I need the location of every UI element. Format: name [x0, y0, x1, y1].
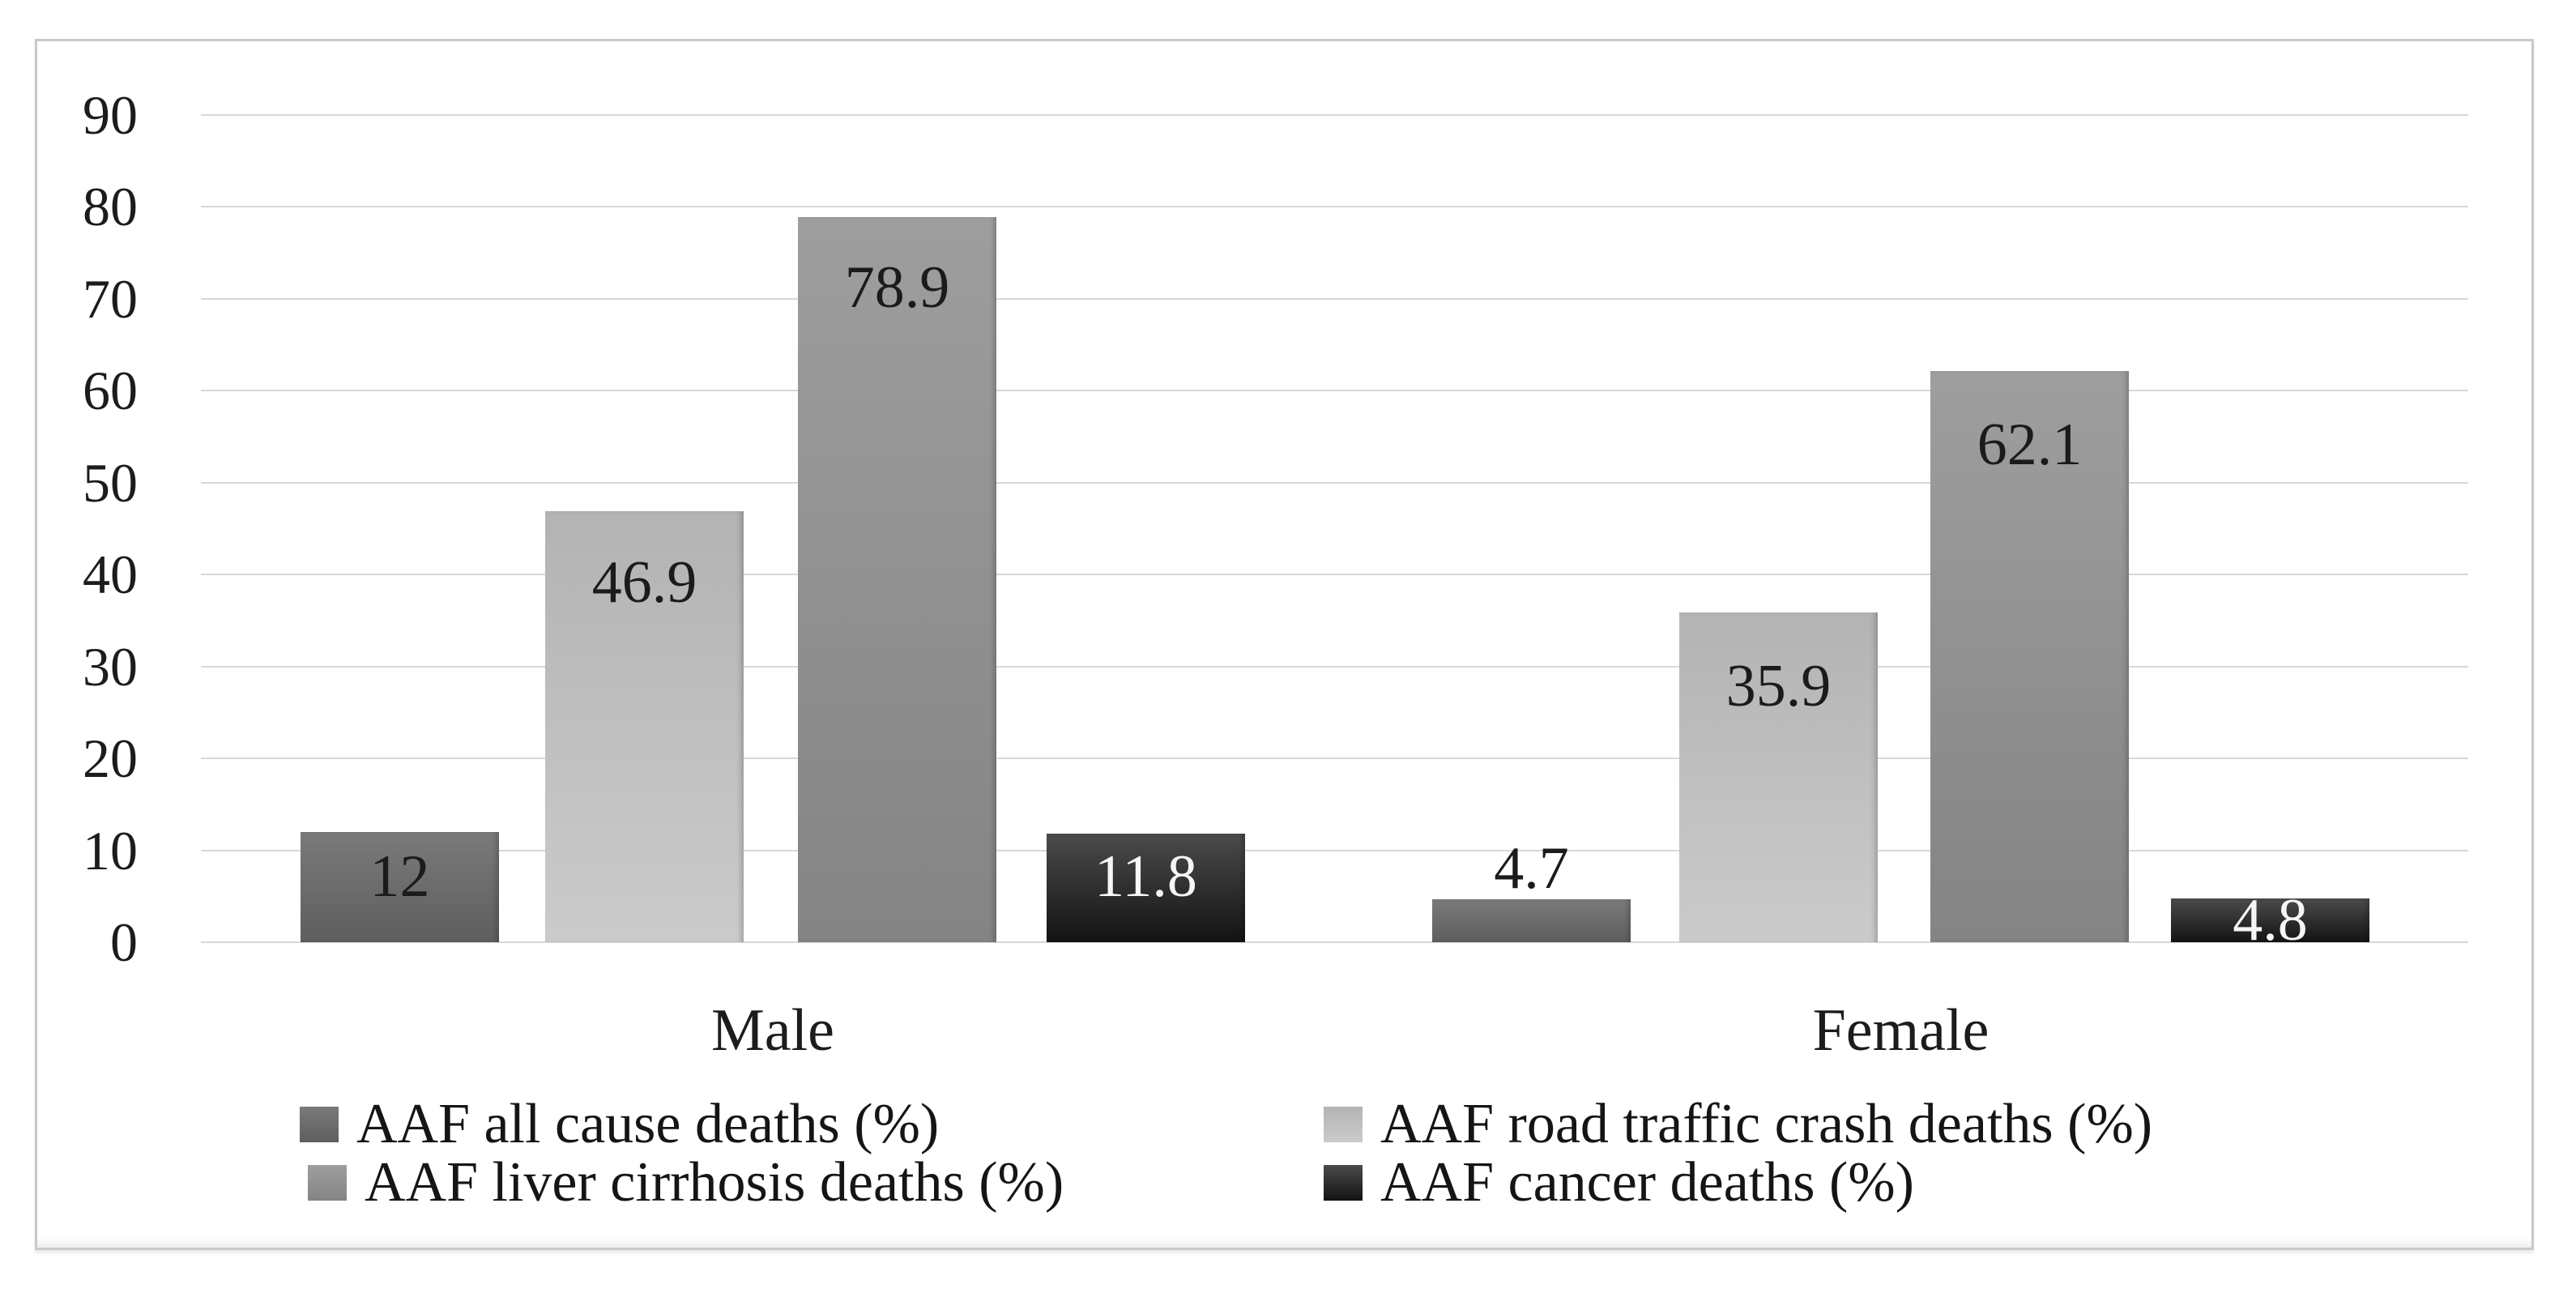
legend-label: AAF all cause deaths (%): [356, 1093, 940, 1155]
y-axis-tick-60: 60: [83, 360, 138, 422]
bar-male-series-3: [1047, 834, 1245, 942]
legend-label: AAF road traffic crash deaths (%): [1380, 1093, 2153, 1155]
y-axis-tick-50: 50: [83, 451, 138, 514]
gridline-30: [201, 665, 2468, 668]
bar-value-label: 4.7: [1494, 835, 1569, 902]
bar-female-series-1: [1679, 612, 1878, 942]
y-axis-tick-0: 0: [110, 911, 138, 973]
gridline-10: [201, 849, 2468, 851]
gridline-90: [201, 113, 2468, 116]
legend-item-series-0: AAF all cause deaths (%): [300, 1096, 939, 1153]
legend-swatch-icon: [308, 1165, 347, 1201]
legend-label: AAF cancer deaths (%): [1380, 1151, 1914, 1214]
y-axis-tick-80: 80: [83, 176, 138, 238]
bar-value-label: 12: [369, 843, 430, 910]
y-axis-tick-10: 10: [83, 819, 138, 881]
y-axis-tick-30: 30: [83, 635, 138, 698]
bar-value-label: 78.9: [844, 254, 950, 321]
bar-female-series-0: [1432, 899, 1631, 942]
y-axis-tick-90: 90: [83, 83, 138, 146]
bar-value-label: 35.9: [1725, 653, 1832, 719]
bar-value-label: 62.1: [1977, 412, 2083, 478]
bar-female-series-3: [2171, 898, 2369, 942]
legend-item-series-1: AAF road traffic crash deaths (%): [1324, 1096, 2152, 1153]
legend-swatch-icon: [1324, 1107, 1363, 1142]
bar-male-series-0: [301, 832, 499, 942]
category-label-male: Male: [710, 997, 835, 1064]
legend-swatch-icon: [300, 1107, 339, 1142]
gridline-70: [201, 297, 2468, 300]
bar-male-series-2: [798, 217, 996, 942]
gridline-40: [201, 574, 2468, 576]
bar-value-label: 4.8: [2233, 887, 2308, 954]
bar-value-label: 11.8: [1094, 843, 1197, 910]
y-axis-tick-20: 20: [83, 728, 138, 790]
gridline-20: [201, 757, 2468, 760]
bar-value-label: 46.9: [591, 549, 697, 616]
gridline-80: [201, 206, 2468, 208]
y-axis-tick-40: 40: [83, 544, 138, 606]
gridline-60: [201, 390, 2468, 392]
legend-label: AAF liver cirrhosis deaths (%): [365, 1151, 1064, 1214]
bar-male-series-1: [545, 511, 744, 942]
gridline-0: [201, 941, 2468, 943]
category-label-female: Female: [1812, 997, 1990, 1064]
legend-item-series-2: AAF liver cirrhosis deaths (%): [308, 1154, 1064, 1211]
legend-swatch-icon: [1324, 1165, 1363, 1201]
gridline-50: [201, 481, 2468, 484]
y-axis-tick-70: 70: [83, 267, 138, 330]
legend-item-series-3: AAF cancer deaths (%): [1324, 1154, 1914, 1211]
bar-female-series-2: [1930, 371, 2129, 942]
